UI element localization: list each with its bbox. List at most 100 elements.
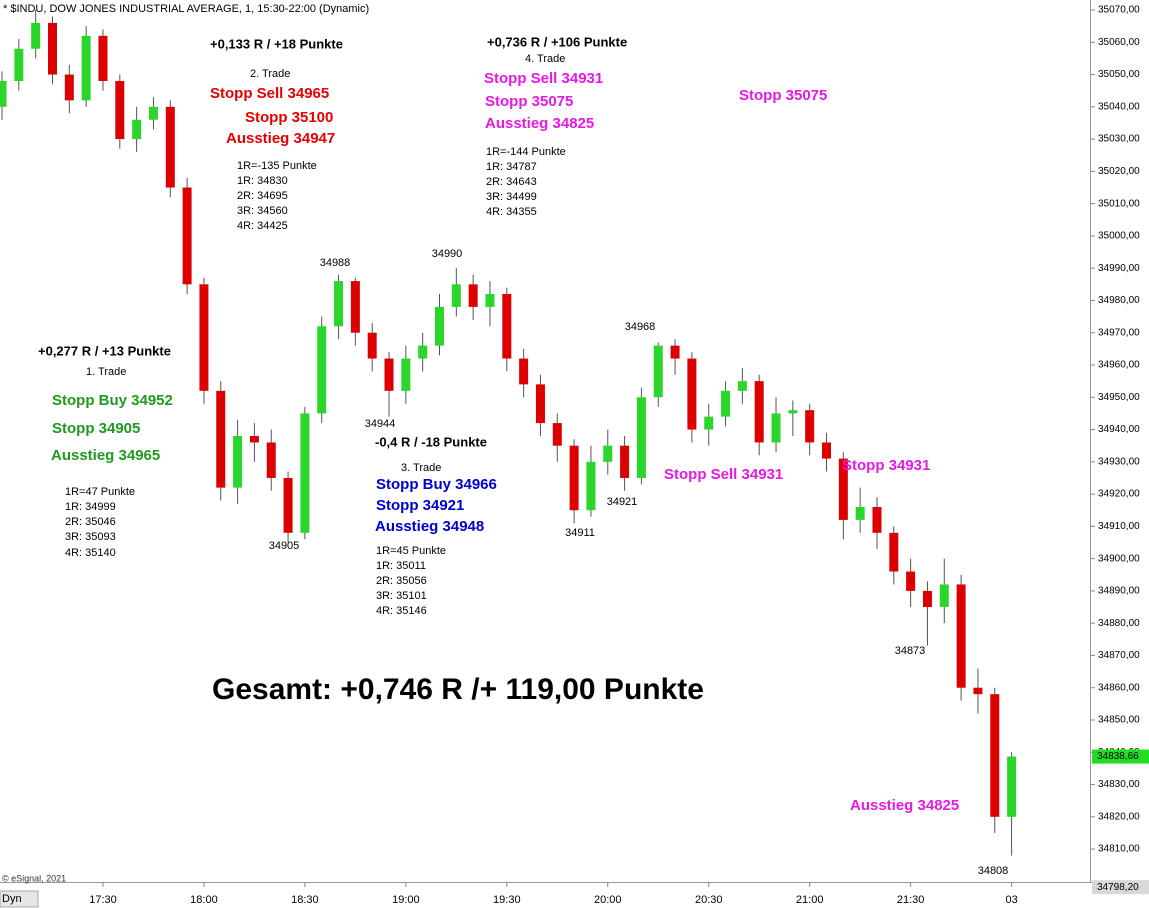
x-tick-label: 19:30 bbox=[493, 894, 521, 906]
candle-body bbox=[805, 410, 815, 443]
y-tick-label: 34880,00 bbox=[1098, 618, 1140, 629]
annotation: +0,736 R / +106 Punkte bbox=[487, 34, 627, 49]
y-tick-label: 34890,00 bbox=[1098, 586, 1140, 597]
candle-body bbox=[653, 345, 663, 398]
candle-body bbox=[81, 35, 91, 101]
candle-body bbox=[418, 345, 428, 359]
annotation: 4R: 34425 bbox=[237, 220, 288, 232]
candle-body bbox=[670, 345, 680, 359]
annotation: 4R: 34355 bbox=[486, 206, 537, 218]
candle-body bbox=[535, 384, 545, 424]
annotation: 1R=-144 Punkte bbox=[486, 146, 566, 158]
annotation: 34911 bbox=[565, 527, 595, 539]
y-tick-label: 35070,00 bbox=[1098, 5, 1140, 16]
footer: © eSignal, 2021 bbox=[2, 873, 66, 883]
candle-body bbox=[485, 294, 495, 307]
annotation: Stopp Sell 34931 bbox=[664, 466, 783, 483]
candle-body bbox=[855, 506, 865, 520]
annotation: Stopp 35075 bbox=[739, 87, 827, 104]
annotation: 34905 bbox=[269, 540, 300, 552]
annotation: 2R: 34695 bbox=[237, 190, 288, 202]
y-tick-label: 34910,00 bbox=[1098, 521, 1140, 532]
annotation: 3R: 35101 bbox=[376, 590, 427, 602]
annotation: Ausstieg 34825 bbox=[485, 115, 594, 132]
candle-body bbox=[266, 442, 276, 478]
candle-body bbox=[822, 442, 832, 459]
candle-body bbox=[401, 358, 411, 391]
candle-body bbox=[350, 281, 360, 333]
y-tick-label: 35020,00 bbox=[1098, 166, 1140, 177]
candle-body bbox=[47, 22, 57, 75]
candle-body bbox=[148, 106, 158, 120]
annotation: Ausstieg 34965 bbox=[51, 447, 160, 464]
candle-body bbox=[569, 445, 579, 511]
annotation: 1R=47 Punkte bbox=[65, 486, 135, 498]
annotation: 1R=45 Punkte bbox=[376, 545, 446, 557]
y-tick-label: 34970,00 bbox=[1098, 327, 1140, 338]
candle-body bbox=[451, 284, 461, 307]
candle-body bbox=[31, 22, 41, 49]
candle-body bbox=[687, 358, 697, 430]
candle-body bbox=[434, 306, 444, 346]
chart-title: * $INDU, DOW JONES INDUSTRIAL AVERAGE, 1… bbox=[3, 3, 369, 15]
annotation: Stopp 34921 bbox=[376, 497, 464, 514]
x-tick-label: 19:00 bbox=[392, 894, 420, 906]
candle-body bbox=[98, 35, 108, 82]
candle-body bbox=[586, 461, 596, 511]
annotation: +0,133 R / +18 Punkte bbox=[210, 36, 343, 51]
candle-body bbox=[384, 358, 394, 391]
annotation: 1R: 35011 bbox=[376, 560, 426, 572]
y-tick-label: 34820,00 bbox=[1098, 811, 1140, 822]
annotation: Ausstieg 34825 bbox=[850, 797, 959, 814]
y-tick-label: 34900,00 bbox=[1098, 553, 1140, 564]
price-marker-box bbox=[1092, 880, 1149, 895]
candle-body bbox=[165, 106, 175, 188]
y-tick-label: 35040,00 bbox=[1098, 101, 1140, 112]
candle-body bbox=[0, 81, 7, 107]
annotation: 2R: 35046 bbox=[65, 516, 116, 528]
candle-body bbox=[552, 423, 562, 446]
candle-body bbox=[704, 416, 714, 430]
candle-body bbox=[788, 410, 798, 414]
annotation: 3. Trade bbox=[401, 462, 441, 474]
candle-body bbox=[317, 326, 327, 414]
y-tick-label: 35060,00 bbox=[1098, 37, 1140, 48]
y-tick-label: 34950,00 bbox=[1098, 392, 1140, 403]
annotation: Stopp 34931 bbox=[842, 457, 930, 474]
annotation: Stopp 35075 bbox=[485, 93, 573, 110]
annotation: 34921 bbox=[607, 496, 638, 508]
annotation: 34968 bbox=[625, 321, 656, 333]
candle-body bbox=[990, 694, 1000, 817]
candle-body bbox=[956, 584, 966, 688]
annotation: Stopp 34905 bbox=[52, 420, 140, 437]
candle-body bbox=[14, 48, 24, 82]
candle-body bbox=[502, 294, 512, 359]
candle-body bbox=[939, 584, 949, 608]
annotation: -0,4 R / -18 Punkte bbox=[375, 434, 487, 449]
y-tick-label: 34810,00 bbox=[1098, 844, 1140, 855]
y-tick-label: 34980,00 bbox=[1098, 295, 1140, 306]
annotation: Stopp Buy 34952 bbox=[52, 392, 173, 409]
annotation: 34990 bbox=[432, 248, 463, 260]
annotation: Stopp Sell 34965 bbox=[210, 85, 329, 102]
price-marker-label: 34838,66 bbox=[1097, 751, 1139, 762]
annotation: 34988 bbox=[320, 257, 351, 269]
annotation: 2R: 35056 bbox=[376, 575, 427, 587]
candle-body bbox=[300, 413, 310, 533]
annotation: 34873 bbox=[895, 645, 926, 657]
annotation: Stopp Buy 34966 bbox=[376, 476, 497, 493]
candle-body bbox=[906, 571, 916, 591]
y-tick-label: 35050,00 bbox=[1098, 69, 1140, 80]
candle-body bbox=[249, 435, 259, 443]
y-tick-label: 35010,00 bbox=[1098, 198, 1140, 209]
annotation: 3R: 34560 bbox=[237, 205, 288, 217]
y-tick-label: 34940,00 bbox=[1098, 424, 1140, 435]
candle-body bbox=[603, 445, 613, 462]
candle-body bbox=[216, 390, 226, 488]
annotation: +0,277 R / +13 Punkte bbox=[38, 343, 171, 358]
annotation: 4R: 35140 bbox=[65, 547, 116, 559]
annotation: 1R=-135 Punkte bbox=[237, 160, 317, 172]
annotation: Ausstieg 34947 bbox=[226, 130, 335, 147]
